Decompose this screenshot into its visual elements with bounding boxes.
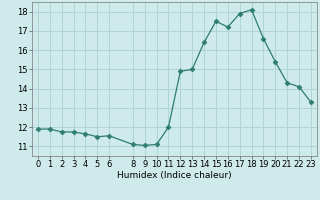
X-axis label: Humidex (Indice chaleur): Humidex (Indice chaleur) xyxy=(117,171,232,180)
